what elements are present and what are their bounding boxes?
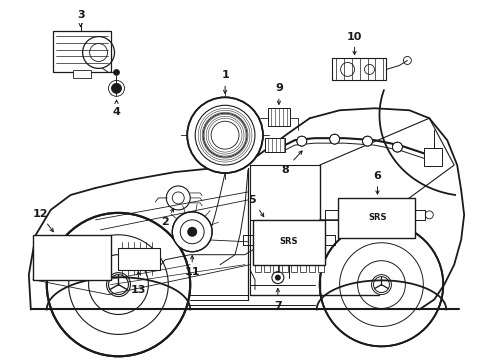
Text: 10: 10 [346, 32, 362, 41]
Bar [337, 198, 414, 238]
Text: 1: 1 [221, 71, 228, 80]
Text: SRS: SRS [367, 213, 386, 222]
Circle shape [187, 97, 263, 173]
Bar [424, 148, 441, 166]
Circle shape [362, 136, 372, 146]
Bar [254, 265, 261, 272]
Text: 7: 7 [273, 301, 281, 311]
Circle shape [172, 212, 212, 252]
Circle shape [319, 223, 442, 346]
Text: 12: 12 [33, 209, 48, 219]
Circle shape [274, 275, 280, 280]
Bar [308, 265, 314, 272]
Circle shape [329, 134, 339, 144]
Bar [317, 265, 323, 272]
Bar [272, 265, 278, 272]
Bar [73, 71, 90, 78]
Text: 4: 4 [112, 107, 120, 117]
Text: 6: 6 [373, 171, 381, 181]
Bar [252, 220, 324, 265]
Text: 8: 8 [281, 165, 288, 175]
Bar [267, 108, 289, 126]
Circle shape [113, 69, 119, 75]
Bar [33, 235, 110, 280]
Text: SRS: SRS [279, 237, 298, 246]
Circle shape [392, 142, 402, 152]
Bar [264, 138, 285, 152]
Text: 9: 9 [274, 84, 282, 93]
Circle shape [187, 227, 197, 237]
Bar [290, 265, 296, 272]
Text: 5: 5 [247, 195, 255, 205]
Bar [281, 265, 287, 272]
Text: 3: 3 [77, 10, 84, 20]
Text: 11: 11 [184, 267, 200, 276]
Text: 2: 2 [161, 217, 169, 227]
Bar [299, 265, 305, 272]
Circle shape [296, 136, 306, 146]
Bar [118, 248, 160, 270]
Circle shape [111, 84, 121, 93]
Bar [264, 265, 269, 272]
Bar [53, 31, 110, 72]
Circle shape [47, 213, 190, 356]
Text: 13: 13 [130, 284, 146, 294]
Bar [331, 58, 386, 80]
